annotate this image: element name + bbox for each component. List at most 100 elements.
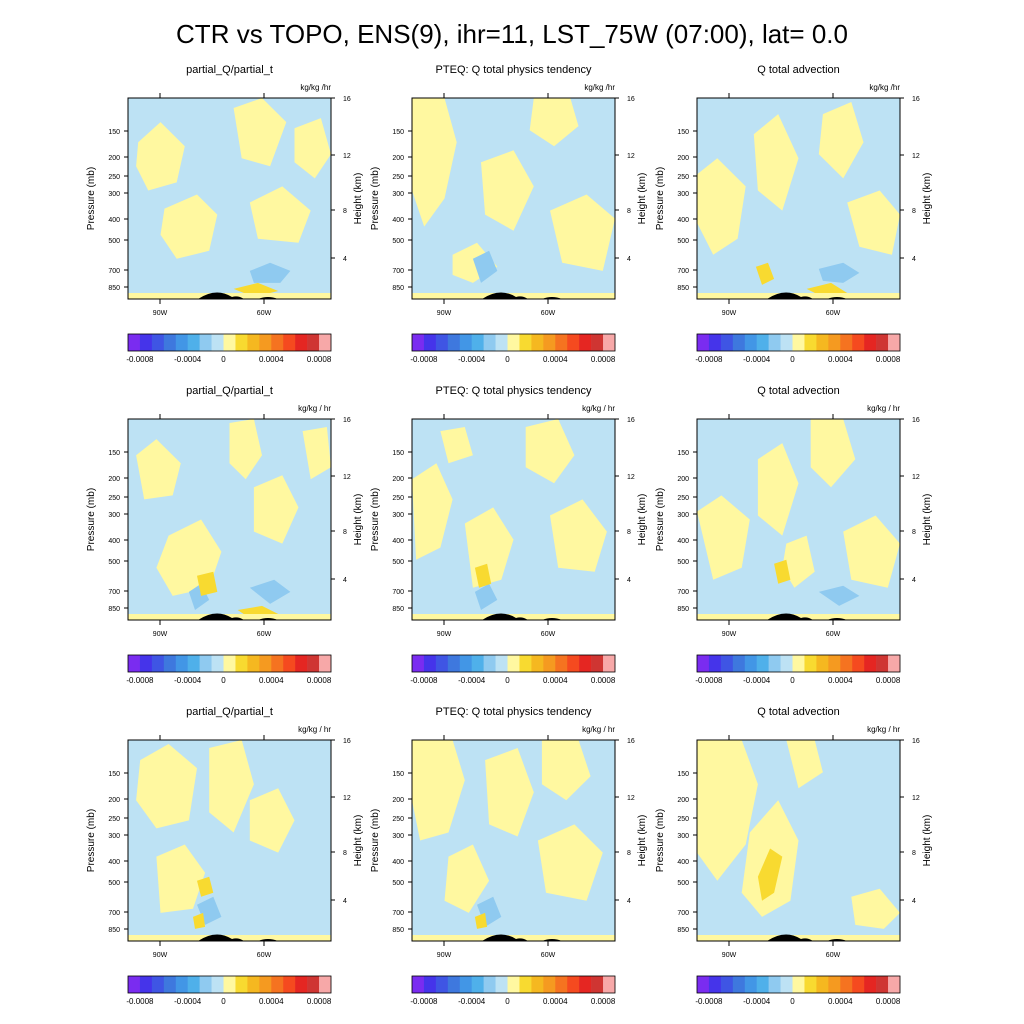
colorbar-cell [567, 334, 580, 351]
terrain-profile [767, 613, 813, 620]
plot-frame [127, 97, 332, 300]
y2-axis-label: Height (km) [353, 494, 364, 546]
y2-axis-label: Height (km) [922, 173, 933, 225]
colorbar-tick-label: -0.0004 [174, 676, 202, 685]
colorbar-tick-label: 0 [790, 355, 795, 364]
y-axis-label: Pressure (mb) [655, 167, 666, 230]
height-tick-label: 16 [912, 417, 920, 424]
pressure-tick-label: 250 [677, 174, 689, 181]
colorbar-cell [543, 655, 556, 672]
units-label: kg/kg /hr [300, 83, 331, 92]
pressure-tick-label: 700 [677, 268, 689, 275]
colorbar-cell [876, 655, 889, 672]
colorbar-cell [828, 976, 841, 993]
height-tick-label: 16 [343, 417, 351, 424]
pressure-tick-label: 500 [392, 238, 404, 245]
colorbar-cell [307, 655, 320, 672]
colorbar-cell [531, 655, 544, 672]
contour-positive-region [209, 740, 254, 833]
colorbar-frame [127, 333, 332, 352]
colorbar-tick-label: 0.0008 [307, 997, 332, 1006]
pressure-tick-label: 850 [392, 606, 404, 613]
pressure-tick-label: 700 [108, 589, 120, 596]
height-tick-label: 8 [627, 208, 631, 215]
y-axis-label: Pressure (mb) [86, 809, 97, 872]
pressure-tick-label: 700 [677, 589, 689, 596]
height-tick-label: 4 [627, 898, 631, 905]
contour-positive-region [233, 98, 287, 167]
colorbar-cell [507, 334, 520, 351]
colorbar-tick-label: 0.0004 [543, 355, 568, 364]
pressure-tick-label: 700 [108, 268, 120, 275]
colorbar-cell [199, 655, 212, 672]
contour-positive-region [294, 118, 331, 179]
colorbar-tick-label: 0 [505, 997, 510, 1006]
colorbar-cell [732, 334, 746, 351]
pressure-tick-label: 150 [392, 129, 404, 136]
colorbar-cell [151, 976, 165, 993]
colorbar-tick-label: 0.0008 [876, 676, 901, 685]
pressure-tick-label: 300 [392, 512, 404, 519]
height-tick-label: 8 [627, 529, 631, 536]
colorbar-cell [319, 334, 332, 351]
panel-1-2: PTEQ: Q total physics tendency kg/kg /hr 1… [370, 64, 648, 364]
colorbar-tick-label: -0.0008 [695, 676, 723, 685]
colorbar-tick-label: -0.0008 [410, 355, 438, 364]
colorbar-cell [435, 334, 449, 351]
colorbar-cell [319, 976, 332, 993]
colorbar-cell [816, 334, 829, 351]
y2-axis-label: Height (km) [353, 815, 364, 867]
pressure-tick-label: 500 [677, 880, 689, 887]
colorbar-tick-label: 0.0008 [876, 355, 901, 364]
colorbar-cell [507, 655, 520, 672]
y-axis-label: Pressure (mb) [86, 488, 97, 551]
contour-positive-region [136, 122, 185, 191]
height-tick-label: 16 [343, 96, 351, 103]
colorbar-tick-label: 0.0004 [259, 676, 284, 685]
colorbar-cell [567, 976, 580, 993]
contour-positive-core [474, 912, 488, 929]
colorbar-cell [852, 334, 865, 351]
plot-frame [696, 97, 901, 300]
pressure-tick-label: 850 [392, 285, 404, 292]
plot-frame [696, 739, 901, 942]
height-tick-label: 16 [627, 417, 635, 424]
colorbar-cell [708, 976, 722, 993]
lon-tick-label: 90W [722, 952, 737, 959]
pressure-tick-label: 500 [677, 559, 689, 566]
colorbar-cell [519, 976, 532, 993]
contour-positive-core [193, 912, 206, 929]
contour-negative-core [472, 250, 498, 283]
pressure-tick-label: 250 [392, 174, 404, 181]
colorbar-cell [295, 655, 308, 672]
y2-axis-label: Height (km) [922, 494, 933, 546]
y2-axis-label: Height (km) [637, 173, 648, 225]
colorbar-cell [211, 655, 224, 672]
plot-frame [411, 418, 616, 621]
height-tick-label: 4 [343, 898, 347, 905]
colorbar-tick-label: -0.0008 [126, 676, 154, 685]
pressure-tick-label: 200 [677, 797, 689, 804]
colorbar-cell [744, 334, 758, 351]
colorbar-tick-label: -0.0004 [743, 997, 771, 1006]
contour-positive-core [774, 559, 791, 584]
pressure-tick-label: 850 [108, 285, 120, 292]
lon-tick-label: 90W [722, 631, 737, 638]
terrain-profile [767, 292, 813, 299]
y-axis-label: Pressure (mb) [370, 167, 381, 230]
height-tick-label: 12 [912, 474, 920, 481]
panel-2-2: PTEQ: Q total physics tendency kg/kg / hr… [370, 385, 648, 685]
panel-title: Q total advection [757, 385, 840, 397]
pressure-tick-label: 850 [677, 927, 689, 934]
plot-frame [411, 739, 616, 942]
contour-negative-core [818, 585, 860, 606]
lon-tick-label: 60W [826, 952, 841, 959]
pressure-tick-label: 300 [392, 833, 404, 840]
colorbar-cell [447, 655, 461, 672]
panel-3-3: Q total advection kg/kg / hr 150 200 250 300 4… [655, 706, 933, 1006]
colorbar-cell [247, 655, 260, 672]
contour-negative-core [249, 579, 291, 604]
colorbar-tick-label: -0.0008 [126, 997, 154, 1006]
contour-positive-core [474, 563, 492, 588]
contour-positive-region [541, 740, 591, 801]
